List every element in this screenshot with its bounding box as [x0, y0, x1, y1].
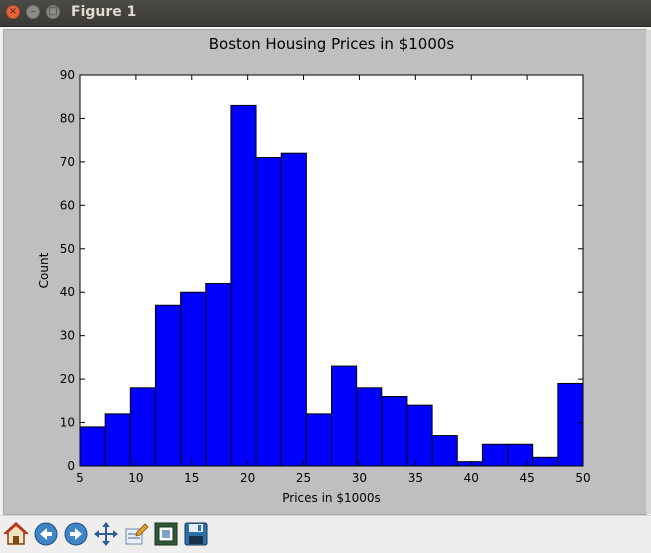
home-button[interactable] [3, 521, 29, 547]
y-tick-label: 0 [67, 459, 75, 473]
histogram-bar [356, 387, 383, 467]
pan-button[interactable] [93, 521, 119, 547]
window-edge [646, 30, 651, 514]
y-tick-label: 70 [60, 155, 75, 169]
save-button[interactable] [183, 521, 209, 547]
histogram-bar [104, 413, 131, 467]
minimize-button[interactable]: – [26, 5, 40, 19]
histogram-chart: 5 10 15 20 25 30 35 40 45 50 0102030405060708090 … [4, 30, 646, 514]
histogram-bar [507, 443, 534, 467]
x-tick-label: 35 [408, 471, 423, 485]
y-tick-label: 80 [60, 111, 75, 125]
forward-button[interactable] [63, 521, 89, 547]
x-tick-label: 25 [296, 471, 311, 485]
x-tick-label: 15 [184, 471, 199, 485]
x-tick-label: 30 [352, 471, 367, 485]
histogram-bar [557, 382, 584, 467]
x-tick-label: 5 [76, 471, 84, 485]
y-tick-label: 40 [60, 285, 75, 299]
y-tick-label: 50 [60, 242, 75, 256]
histogram-bar [532, 456, 559, 467]
close-button[interactable]: × [6, 5, 20, 19]
y-axis-label: Count [37, 252, 51, 288]
navigation-toolbar [0, 515, 651, 553]
x-axis-label: Prices in $1000s [282, 491, 381, 505]
histogram-bar [456, 461, 483, 467]
histogram-bar [305, 413, 333, 467]
y-tick-label: 30 [60, 329, 75, 343]
histogram-bar [205, 283, 232, 467]
chart-title: Boston Housing Prices in $1000s [209, 35, 455, 53]
subplots-button[interactable] [153, 521, 179, 547]
x-tick-label: 50 [575, 471, 590, 485]
figure-canvas: 5 10 15 20 25 30 35 40 45 50 0 10 20 30 40 50 60 70 80 90 … [3, 29, 647, 515]
edit-button[interactable] [123, 521, 149, 547]
back-icon [34, 522, 58, 546]
histogram-bar [431, 435, 458, 467]
y-tick-label: 60 [60, 198, 75, 212]
x-tick-label: 40 [464, 471, 479, 485]
home-icon [3, 521, 29, 545]
x-ticks: 5 10 15 20 25 30 35 40 45 50 [76, 75, 591, 485]
maximize-button[interactable]: □ [46, 5, 60, 19]
histogram-bar [129, 387, 156, 467]
histogram-bar [154, 304, 182, 467]
histogram-bar [255, 157, 282, 467]
histogram-bar [180, 291, 207, 467]
x-tick-label: 45 [519, 471, 534, 485]
pan-icon [94, 522, 118, 546]
back-button[interactable] [33, 521, 59, 547]
histogram-bar [481, 443, 509, 467]
edit-icon [125, 523, 149, 545]
y-tick-label: 20 [60, 372, 75, 386]
bars-group [79, 104, 584, 467]
title-bar: × – □ Figure 1 [0, 0, 651, 27]
x-tick-label: 10 [128, 471, 143, 485]
subplots-icon [154, 522, 178, 546]
histogram-bar [381, 395, 408, 467]
window-title: Figure 1 [71, 4, 137, 20]
y-ticks: 0 10 20 30 40 50 60 70 80 90 [60, 68, 583, 473]
histogram-bar [230, 104, 257, 467]
histogram-bar [79, 426, 106, 467]
save-icon [184, 522, 208, 546]
axes-frame [79, 74, 584, 467]
histogram-bar [331, 365, 358, 467]
x-tick-label: 20 [240, 471, 255, 485]
y-tick-label: 90 [60, 68, 75, 82]
y-tick-label: 10 [60, 416, 75, 430]
histogram-bar [280, 152, 307, 467]
histogram-bar [406, 404, 433, 467]
forward-icon [64, 522, 88, 546]
